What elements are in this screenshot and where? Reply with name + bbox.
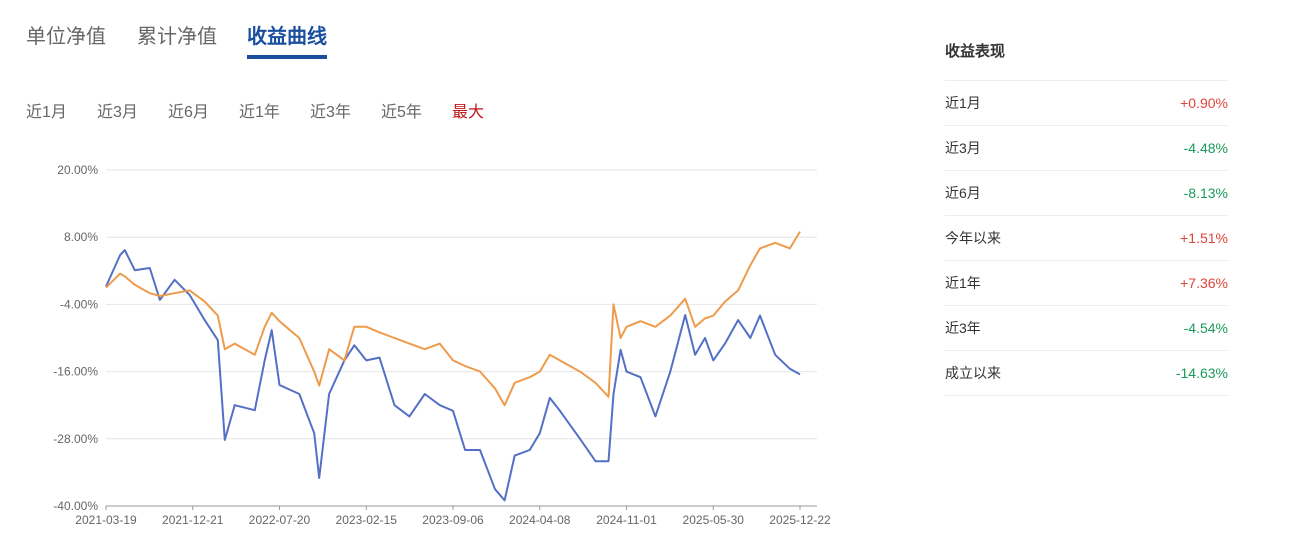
y-tick-label: -4.00% (60, 297, 98, 311)
x-tick-label: 2024-04-08 (509, 513, 571, 527)
period-button[interactable]: 近1月 (26, 104, 67, 121)
performance-row: 今年以来 +1.51% (945, 216, 1228, 261)
performance-row: 近3年 -4.54% (945, 306, 1228, 351)
return-value: +0.90% (1180, 95, 1228, 111)
x-tick-label: 2021-12-21 (162, 513, 224, 527)
period-label: 近1年 (945, 275, 981, 291)
period-label: 今年以来 (945, 230, 1001, 246)
return-value: +1.51% (1180, 230, 1228, 246)
panel-title: 收益表现 (945, 40, 1228, 81)
x-tick-label: 2024-11-01 (596, 513, 657, 527)
performance-row: 近1月 +0.90% (945, 81, 1228, 126)
performance-row: 近1年 +7.36% (945, 261, 1228, 306)
x-tick-label: 2023-09-06 (422, 513, 484, 527)
x-tick-label: 2021-03-19 (75, 513, 137, 527)
return-value: -4.54% (1183, 320, 1228, 336)
return-value: -14.63% (1175, 365, 1228, 381)
x-tick-label: 2023-02-15 (336, 513, 398, 527)
period-button[interactable]: 近5年 (381, 104, 422, 121)
period-label: 近3年 (945, 320, 981, 336)
x-tick-label: 2022-07-20 (249, 513, 311, 527)
y-tick-label: -28.00% (53, 432, 98, 446)
y-tick-label: -16.00% (53, 365, 98, 379)
period-label: 近1月 (945, 95, 981, 111)
return-value: -4.48% (1183, 140, 1228, 156)
period-label: 近6月 (945, 185, 981, 201)
period-label: 成立以来 (945, 365, 1001, 381)
performance-panel: 收益表现 近1月 +0.90% 近3月 -4.48% 近6月 -8.13% 今年以来 +1.5… (945, 40, 1228, 396)
x-tick-label: 2025-12-22 (769, 513, 831, 527)
period-button[interactable]: 近3年 (310, 104, 351, 121)
x-tick-label: 2025-05-30 (683, 513, 745, 527)
performance-row: 近3月 -4.48% (945, 126, 1228, 171)
y-tick-label: -40.00% (53, 499, 98, 513)
tab[interactable]: 累计净值 (137, 26, 217, 48)
period-button[interactable]: 近3月 (97, 104, 138, 121)
return-value: -8.13% (1183, 185, 1228, 201)
series-line (105, 249, 801, 502)
series-line (105, 231, 801, 407)
period-button[interactable]: 近6月 (168, 104, 209, 121)
chart: 20.00%8.00%-4.00%-16.00%-28.00%-40.00%20… (53, 163, 831, 527)
y-tick-label: 20.00% (57, 163, 98, 177)
period-button[interactable]: 最大 (452, 104, 485, 121)
performance-row: 近6月 -8.13% (945, 171, 1228, 216)
tab[interactable]: 单位净值 (26, 26, 106, 48)
return-value: +7.36% (1180, 275, 1228, 291)
performance-row: 成立以来 -14.63% (945, 351, 1228, 396)
period-label: 近3月 (945, 140, 981, 156)
period-button[interactable]: 近1年 (239, 104, 280, 121)
tab[interactable]: 收益曲线 (247, 20, 327, 59)
y-tick-label: 8.00% (64, 230, 98, 244)
